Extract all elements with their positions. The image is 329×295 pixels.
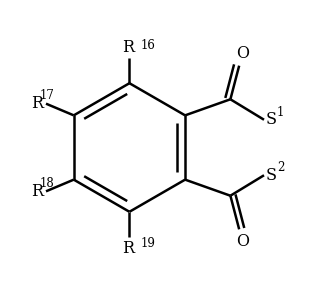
Text: R: R (32, 183, 44, 200)
Text: O: O (236, 233, 249, 250)
Text: R: R (122, 240, 134, 257)
Text: R: R (122, 39, 134, 56)
Text: 2: 2 (277, 161, 284, 174)
Text: R: R (32, 95, 44, 112)
Text: O: O (236, 45, 249, 62)
Text: 18: 18 (39, 177, 54, 190)
Text: 19: 19 (140, 237, 155, 250)
Text: 17: 17 (39, 89, 54, 102)
Text: 1: 1 (277, 106, 284, 119)
Text: 16: 16 (140, 39, 155, 52)
Text: S: S (266, 111, 277, 128)
Text: S: S (266, 167, 277, 184)
